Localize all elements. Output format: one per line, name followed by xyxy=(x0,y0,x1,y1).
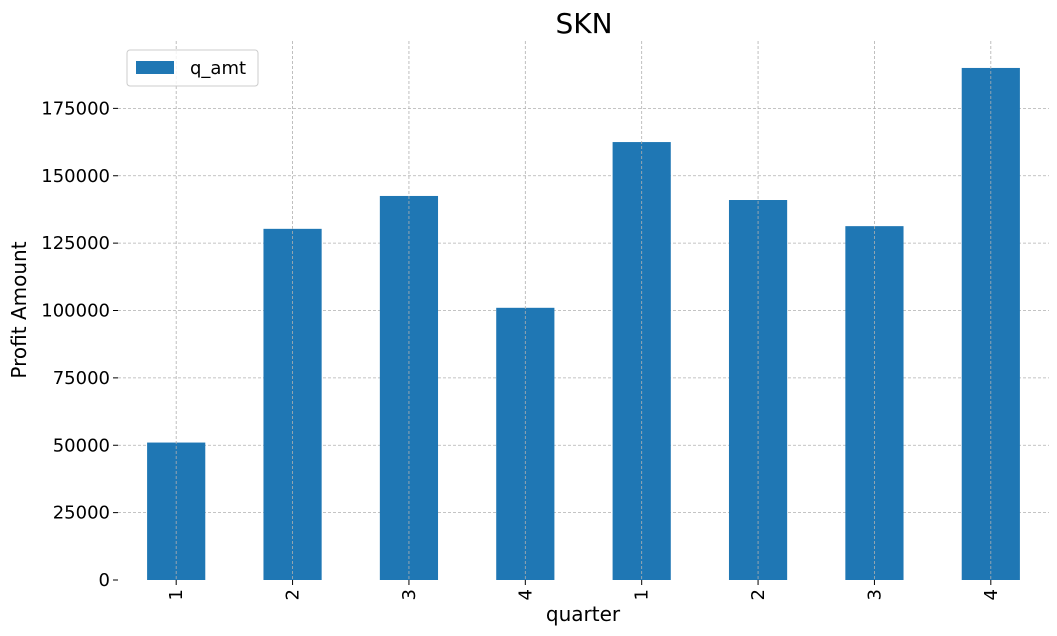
y-axis-label: Profit Amount xyxy=(7,241,31,378)
x-tick-label: 4 xyxy=(515,589,536,600)
x-axis-label: quarter xyxy=(546,602,621,626)
legend-label: q_amt xyxy=(190,58,246,79)
y-tick-label: 100000 xyxy=(41,301,110,322)
y-axis-ticks: 0 25000 50000 75000 100000 125000 150000 175000 xyxy=(41,98,118,591)
x-tick-label: 2 xyxy=(283,589,304,600)
grid-lines xyxy=(118,107,1049,514)
y-tick-label: 175000 xyxy=(41,98,110,119)
legend: q_amt xyxy=(126,49,259,87)
x-tick-label: 1 xyxy=(632,589,653,600)
y-tick-label: 50000 xyxy=(53,435,110,456)
legend-swatch xyxy=(136,61,174,74)
y-tick-label: 0 xyxy=(99,570,110,591)
chart-title: SKN xyxy=(555,7,612,40)
x-tick-label: 3 xyxy=(864,589,885,600)
x-tick-label: 3 xyxy=(399,589,420,600)
x-tick-label: 2 xyxy=(748,589,769,600)
bars xyxy=(147,41,1020,581)
legend-box xyxy=(126,49,259,87)
x-axis-ticks: 1 2 3 4 1 2 3 4 xyxy=(166,580,1002,600)
x-tick-label: 1 xyxy=(166,589,187,600)
y-tick-label: 150000 xyxy=(41,166,110,187)
y-tick-label: 125000 xyxy=(41,233,110,254)
y-tick-label: 75000 xyxy=(53,368,110,389)
x-tick-label: 4 xyxy=(981,589,1002,600)
y-tick-label: 25000 xyxy=(53,503,110,524)
